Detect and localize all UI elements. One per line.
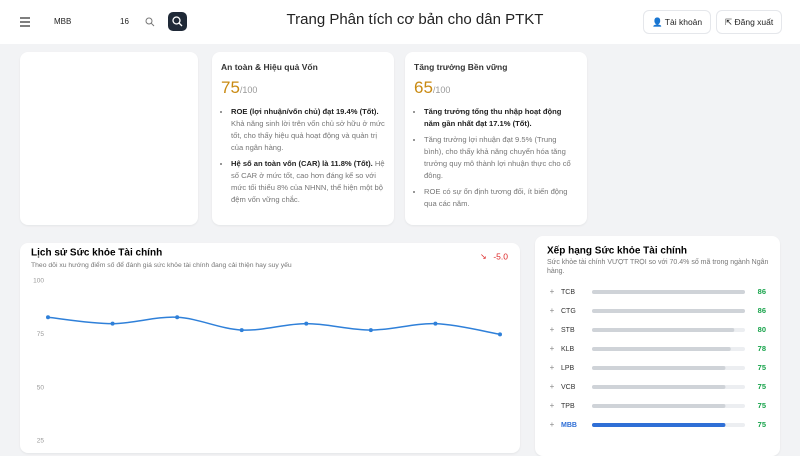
bullet: ROE có sự ổn định tương đối, ít biến độn…: [424, 186, 578, 210]
menu-icon[interactable]: [19, 16, 31, 28]
point: [175, 315, 180, 320]
expand-icon[interactable]: +: [550, 420, 555, 429]
score-value: 75: [221, 78, 240, 97]
score: 65/100: [414, 78, 578, 98]
body: MBB 16 Trang Phân tích cơ bản cho dân PT…: [0, 0, 800, 444]
point: [110, 321, 115, 326]
bullet: Tăng trưởng tổng thu nhập hoạt động năm …: [424, 106, 578, 130]
change-badge: -5.0: [493, 251, 508, 261]
y-tick-label: 75: [37, 331, 45, 338]
value-label: 80: [758, 325, 766, 334]
account-label: Tài khoản: [664, 17, 703, 27]
y-tick-label: 100: [33, 278, 44, 285]
expand-icon[interactable]: +: [550, 401, 555, 410]
bullet-bold: Hệ số an toàn vốn (CAR) là 11.8% (Tốt).: [231, 159, 373, 168]
ticker-label: MBB: [561, 422, 577, 429]
blank-card: [20, 52, 198, 225]
bullet-bold: Tăng trưởng tổng thu nhập hoạt động năm …: [424, 107, 562, 128]
value-label: 75: [758, 363, 766, 372]
score-card: Tăng trưởng Bền vững 65/100 Tăng trưởng tổ…: [405, 52, 587, 225]
value-label: 86: [758, 306, 766, 315]
bar: [592, 328, 735, 332]
chart-subtitle: Theo dõi xu hướng điểm số để đánh giá sứ…: [31, 260, 292, 269]
value-label: 78: [758, 344, 766, 353]
history-card: [20, 243, 520, 453]
point: [239, 328, 244, 333]
bullet-list: ROE (lợi nhuận/vốn chủ) đạt 19.4% (Tốt).…: [221, 106, 385, 206]
page: PTKT {"header": {"title": "Trang Phân tí…: [0, 0, 800, 444]
bullet-list: Tăng trưởng tổng thu nhập hoạt động năm …: [414, 106, 578, 210]
chart-subtitle-box: Sức khỏe tài chính VƯỢT TRỘI so với 70.4…: [547, 259, 769, 275]
expand-icon[interactable]: +: [550, 325, 555, 334]
ticker-label: LPB: [561, 365, 575, 372]
bullet-text: Hệ số CAR ở mức tốt, cao hơn đáng kể so …: [231, 159, 385, 204]
ticker-input[interactable]: MBB: [48, 12, 100, 32]
bar: [592, 290, 745, 294]
expand-icon[interactable]: +: [550, 344, 555, 353]
value-label: 75: [758, 382, 766, 391]
score-suffix: /100: [432, 85, 451, 95]
expand-icon[interactable]: +: [550, 287, 555, 296]
logout-label: Đăng xuất: [734, 17, 774, 27]
bullet: Hệ số an toàn vốn (CAR) là 11.8% (Tốt). …: [231, 158, 385, 206]
ticker-label: TCB: [561, 289, 575, 296]
ticker-label: VCB: [561, 384, 576, 391]
search-button[interactable]: [168, 12, 187, 31]
account-button[interactable]: 👤 Tài khoản: [643, 10, 712, 34]
bar: [592, 423, 726, 427]
expand-icon[interactable]: +: [550, 363, 555, 372]
bullet-text: Khả năng sinh lời trên vốn chủ sở hữu ở …: [231, 119, 385, 152]
bullet-bold: ROE (lợi nhuận/vốn chủ) đạt 19.4% (Tốt).: [231, 107, 379, 116]
point: [304, 321, 309, 326]
value-label: 86: [758, 287, 766, 296]
point: [368, 328, 373, 333]
chart-title: Lịch sử Sức khỏe Tài chính: [31, 248, 162, 259]
logout-button[interactable]: ⇱ Đăng xuất: [716, 10, 783, 34]
expand-icon[interactable]: +: [550, 382, 555, 391]
search-button-icon: [172, 16, 183, 27]
page-title: Trang Phân tích cơ bản cho dân PTKT: [286, 11, 544, 28]
score-value: 65: [414, 78, 433, 97]
bullet: ROE (lợi nhuận/vốn chủ) đạt 19.4% (Tốt).…: [231, 106, 385, 154]
ticker-label: KLB: [561, 346, 575, 353]
y-tick-label: 50: [37, 384, 45, 391]
point: [433, 321, 438, 326]
chart-title: Xếp hạng Sức khỏe Tài chính: [547, 245, 687, 257]
point: [498, 332, 502, 337]
ticker-label: CTG: [561, 308, 576, 315]
line: [47, 316, 501, 336]
value-label: 75: [758, 420, 766, 429]
bar: [592, 347, 731, 351]
score: 75/100: [221, 78, 385, 98]
chart-subtitle: Sức khỏe tài chính VƯỢT TRỘI so với 70.4…: [547, 259, 769, 275]
score-suffix: /100: [239, 85, 258, 95]
expand-icon[interactable]: +: [550, 306, 555, 315]
score-card: An toàn & Hiệu quả Vốn 75/100 ROE (lợi nhu…: [212, 52, 394, 225]
header: MBB 16 Trang Phân tích cơ bản cho dân PT…: [0, 0, 800, 44]
bullet-text: ROE có sự ổn định tương đối, ít biến độn…: [424, 187, 568, 208]
y-tick-label: 25: [37, 438, 45, 444]
bar: [592, 404, 726, 408]
ticker-label: TPB: [561, 403, 575, 410]
count-input[interactable]: 16: [120, 17, 129, 26]
bullet: Tăng trưởng lợi nhuận đạt 9.5% (Trung bì…: [424, 134, 578, 182]
point: [46, 315, 50, 320]
ranking-card: [535, 236, 780, 456]
card-title: Tăng trưởng Bền vững: [414, 62, 508, 72]
bar: [592, 385, 726, 389]
card-title: An toàn & Hiệu quả Vốn: [221, 62, 318, 72]
bullet-text: Tăng trưởng lợi nhuận đạt 9.5% (Trung bì…: [424, 135, 571, 180]
bar: [592, 366, 726, 370]
change-arrow: ↘: [480, 252, 487, 261]
ticker-label: STB: [561, 327, 575, 334]
value-label: 75: [758, 401, 766, 410]
bar: [592, 309, 745, 313]
search-icon[interactable]: [145, 17, 155, 27]
